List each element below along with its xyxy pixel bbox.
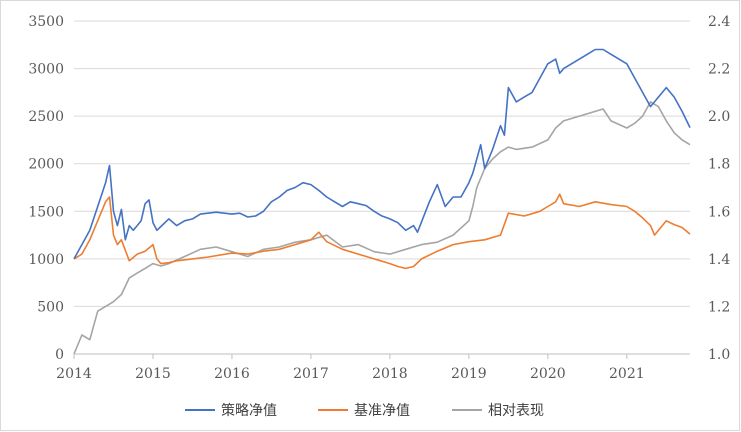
y-tick-label: 3000: [28, 62, 64, 78]
y-tick-label: 1500: [28, 204, 64, 220]
x-tick-label: 2017: [293, 366, 329, 382]
y2-tick-label: 1.8: [708, 157, 730, 173]
legend: 策略净值 基准净值 相对表现: [185, 402, 544, 419]
y-tick-label: 500: [37, 299, 64, 315]
y-tick-label: 0: [55, 347, 64, 363]
legend-label: 策略净值: [221, 402, 277, 419]
y2-tick-label: 1.6: [708, 204, 730, 220]
x-tick-label: 2020: [530, 366, 566, 382]
y-axis-right: 1.0 1.2 1.4 1.6 1.8 2.0 2.2 2.4: [708, 14, 730, 363]
x-tick-label: 2014: [56, 366, 92, 382]
gridlines: [74, 20, 690, 307]
y-tick-label: 2500: [28, 109, 64, 125]
series-line-2: [73, 193, 691, 270]
y2-tick-label: 1.2: [708, 299, 730, 315]
y-tick-label: 3500: [28, 14, 64, 30]
y2-tick-label: 1.4: [708, 252, 730, 268]
y2-tick-label: 2.0: [708, 109, 730, 125]
series-line-3: [73, 101, 691, 355]
series-lines: [73, 48, 691, 355]
x-tick-label: 2018: [372, 366, 408, 382]
y2-tick-label: 1.0: [708, 347, 730, 363]
x-tick-label: 2019: [451, 366, 487, 382]
x-tick-label: 2016: [214, 366, 250, 382]
x-tick-label: 2021: [609, 366, 645, 382]
x-tick-label: 2015: [135, 366, 171, 382]
y-axis-left: 0 500 1000 1500 2000 2500 3000 3500: [28, 14, 64, 363]
y-tick-label: 1000: [28, 252, 64, 268]
legend-label: 相对表现: [488, 403, 544, 419]
y2-tick-label: 2.4: [708, 14, 730, 30]
y-tick-label: 2000: [28, 157, 64, 173]
x-axis: 2014 2015 2016 2017 2018 2019 2020 2021: [56, 353, 690, 382]
y2-tick-label: 2.2: [708, 62, 730, 78]
legend-label: 基准净值: [354, 402, 410, 419]
series-line-1: [73, 48, 691, 260]
